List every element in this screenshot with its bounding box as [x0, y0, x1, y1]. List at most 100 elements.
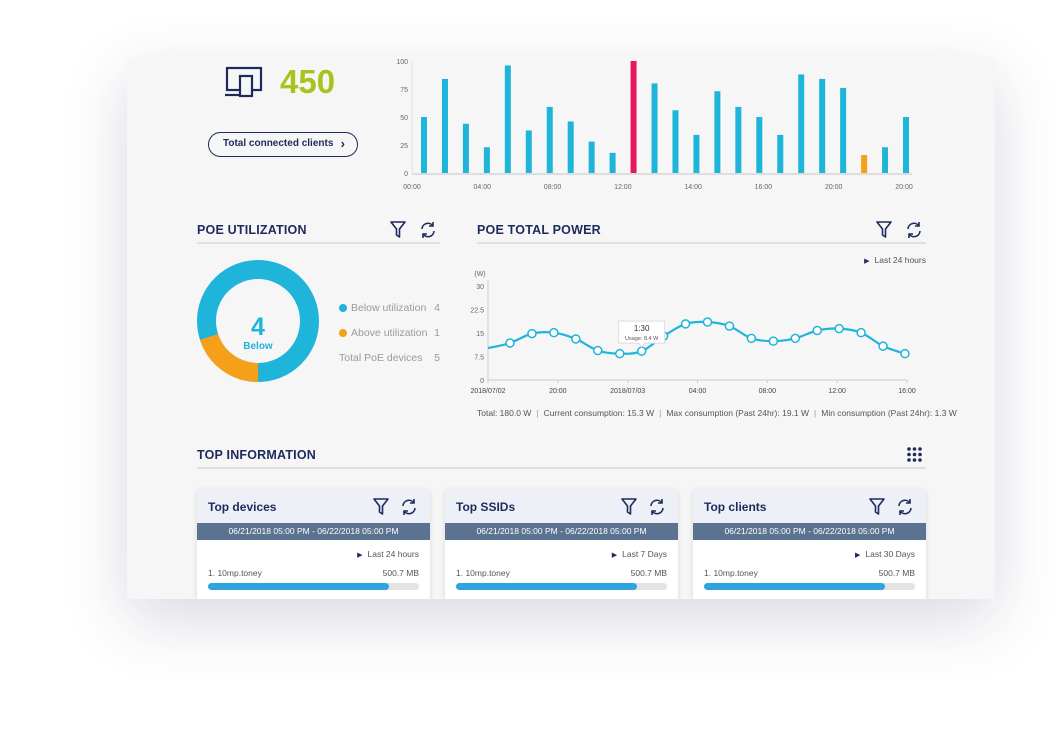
item-value: 500.7 MB	[878, 568, 915, 578]
poe-donut-chart: 4 Below	[197, 260, 319, 382]
refresh-icon[interactable]	[400, 498, 418, 516]
x-tick-label: 12:00	[614, 184, 632, 191]
bar	[714, 91, 721, 173]
tooltip-text: Usage: 8.4 W	[625, 336, 659, 342]
data-point	[856, 327, 866, 338]
y-tick-label: 7.5	[474, 355, 484, 362]
y-tick-label: 30	[476, 284, 484, 291]
bar	[840, 87, 847, 173]
card-title: Top clients	[704, 500, 767, 514]
stat-total: Total: 180.0 W	[477, 408, 532, 418]
y-tick-label: 25	[400, 143, 408, 150]
top-information-title: TOP INFORMATION	[197, 448, 316, 462]
data-point	[812, 325, 822, 336]
x-tick-label: 20:00	[895, 184, 913, 191]
card-header: Top SSIDs	[445, 489, 678, 523]
usage-bar	[704, 583, 915, 590]
card-header: Top clients	[693, 489, 926, 523]
x-tick-label: 12:00	[828, 388, 846, 395]
filter-icon[interactable]	[390, 221, 406, 239]
data-point	[571, 334, 581, 344]
item-name: 1. 10mp.toney	[456, 568, 510, 578]
caret-right-icon: ▶	[357, 552, 363, 559]
data-point	[724, 321, 735, 331]
filter-icon[interactable]	[876, 221, 892, 239]
refresh-icon[interactable]	[905, 221, 923, 239]
data-point	[593, 345, 603, 356]
grid-menu-icon[interactable]	[907, 447, 922, 462]
tooltip: 1:30 Usage: 8.4 W	[618, 320, 666, 349]
top-card: Top SSIDs 06/21/2018 05:00 PM - 06/22/20…	[445, 489, 678, 599]
caret-right-icon: ▶	[854, 552, 861, 559]
refresh-icon[interactable]	[896, 498, 914, 516]
bar	[693, 134, 700, 173]
period-label: Last 24 hours	[874, 255, 926, 265]
clients-bar-chart: 100 75 50 25 0 00:00 04:00 08:00 12:00 14:00 16:00…	[396, 59, 913, 191]
bar	[525, 130, 532, 173]
filter-icon[interactable]	[373, 498, 389, 516]
item-value: 500.7 MB	[630, 568, 667, 578]
filter-icon[interactable]	[621, 498, 637, 516]
y-tick-label: 50	[400, 115, 408, 122]
period-label: Last 7 Days	[622, 549, 667, 559]
y-tick-label: 100	[396, 59, 408, 66]
period-label: Last 24 hours	[367, 549, 419, 559]
y-tick-label: 0	[404, 171, 408, 178]
button-label: Total connected clients	[223, 138, 334, 149]
data-point	[636, 346, 647, 356]
legend-above: Above utilization 1	[339, 327, 440, 339]
data-point	[900, 348, 910, 359]
legend-dot	[339, 304, 347, 312]
legend-label: Total PoE devices	[339, 352, 423, 364]
data-point	[746, 333, 757, 344]
filter-icon[interactable]	[869, 498, 885, 516]
legend-label: Above utilization	[351, 327, 428, 339]
bar	[672, 110, 679, 173]
total-connected-clients-button[interactable]: Total connected clients ›	[208, 132, 358, 157]
poe-total-power-title: POE TOTAL POWER	[477, 223, 601, 237]
dashboard-panel: 450 Total connected clients › 100 75 50 25 0…	[127, 57, 995, 599]
data-point	[702, 317, 713, 327]
bar	[861, 155, 868, 173]
x-tick-label: 20:00	[825, 184, 843, 191]
period-label: Last 30 Days	[865, 549, 915, 559]
period-selector[interactable]: ▶ Last 30 Days	[855, 549, 915, 559]
x-tick-label: 08:00	[544, 184, 562, 191]
legend-label: Below utilization	[351, 302, 427, 314]
bar	[882, 147, 889, 173]
data-point	[834, 323, 844, 334]
card-date-range: 06/21/2018 05:00 PM - 06/22/2018 05:00 P…	[197, 523, 430, 540]
usage-bar	[208, 583, 419, 590]
legend-value: 4	[434, 302, 440, 314]
item-name: 1. 10mp.toney	[704, 568, 758, 578]
item-value: 500.7 MB	[382, 568, 419, 578]
usage-bar	[456, 583, 667, 590]
bar	[609, 152, 616, 173]
bar	[504, 65, 511, 173]
data-point	[768, 336, 779, 346]
caret-right-icon: ▶	[611, 552, 618, 559]
refresh-icon[interactable]	[419, 221, 437, 239]
x-tick-label: 04:00	[689, 388, 707, 395]
data-point	[527, 328, 537, 339]
bar	[798, 74, 805, 173]
bar	[441, 78, 448, 173]
legend-value: 5	[434, 352, 440, 364]
bar	[651, 83, 658, 173]
period-selector[interactable]: ▶ Last 24 hours	[864, 255, 926, 265]
period-selector[interactable]: ▶ Last 7 Days	[612, 549, 667, 559]
top-card: Top clients 06/21/2018 05:00 PM - 06/22/…	[693, 489, 926, 599]
data-point	[614, 348, 625, 359]
bar	[462, 123, 469, 173]
donut-center-value: 4	[251, 313, 265, 341]
card-date-range: 06/21/2018 05:00 PM - 06/22/2018 05:00 P…	[445, 523, 678, 540]
refresh-icon[interactable]	[648, 498, 666, 516]
tooltip-box	[618, 320, 666, 349]
devices-icon	[225, 66, 263, 98]
period-selector[interactable]: ▶ Last 24 hours	[357, 549, 419, 559]
y-tick-label: 22.5	[470, 308, 484, 315]
poe-power-line-chart: (W) 30 22.5 15 7.5 0 2018/07/02 20:00 2018/07/03…	[470, 271, 915, 395]
x-tick-label: 08:00	[759, 388, 777, 395]
usage-bar-fill	[456, 583, 638, 590]
bar	[777, 134, 784, 173]
